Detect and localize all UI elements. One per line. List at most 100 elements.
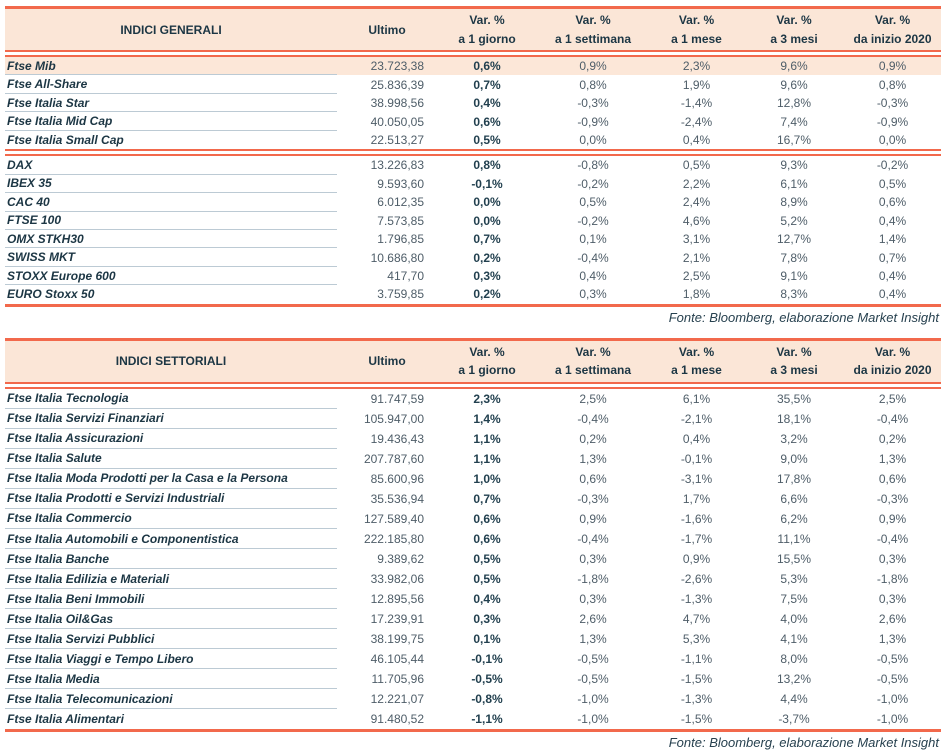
var-period: a 1 giorno: [458, 363, 516, 378]
var-1w-cell: -0,2%: [577, 176, 609, 191]
var-1m-cell: -2,1%: [680, 411, 713, 426]
var-ytd-cell: 0,9%: [878, 59, 907, 74]
index-name-cell: Ftse Italia Edilizia e Materiali: [5, 569, 337, 590]
var-1m-cell: 1,9%: [682, 77, 711, 92]
var-1d-cell: 0,4%: [473, 592, 501, 607]
index-name-cell: Ftse Mib: [5, 57, 337, 76]
var-period: a 1 settimana: [554, 31, 632, 46]
last-value-cell: 85.600,96: [370, 471, 424, 486]
var-1m-cell: 0,4%: [682, 431, 711, 446]
var-1m-cell: -1,3%: [680, 692, 713, 707]
index-name-cell: Ftse Italia Oil&Gas: [5, 609, 337, 630]
indici-generali-table: INDICI GENERALI Ultimo Var. % a 1 giorno…: [5, 6, 941, 307]
index-name-cell: Ftse Italia Assicurazioni: [5, 429, 337, 449]
var-period: da inizio 2020: [853, 363, 932, 378]
var-1m-cell: 2,1%: [682, 250, 711, 265]
indici-generali-body: Ftse Mib 23.723,38 0,6% 0,9% 2,3% 9,6% 0,9% Fts…: [5, 57, 941, 304]
var-period: a 3 mesi: [770, 31, 818, 46]
var-ytd-cell: 0,3%: [878, 552, 907, 567]
index-name-cell: DAX: [5, 156, 337, 175]
var-1m-cell: -1,6%: [680, 511, 713, 526]
column-header-ultimo: Ultimo: [368, 22, 406, 37]
last-value-cell: 105.947,00: [363, 411, 424, 426]
table-bottom-border: [5, 729, 941, 733]
var-1d-cell: 0,7%: [473, 77, 501, 92]
var-1w-cell: 0,3%: [579, 552, 607, 567]
column-header-var-1m: Var. % a 1 mese: [649, 343, 744, 380]
index-name-cell: Ftse Italia Alimentari: [7, 712, 124, 727]
var-ytd-cell: -0,2%: [876, 158, 909, 173]
last-value-cell: 38.199,75: [370, 632, 424, 647]
var-1d-cell: -0,1%: [471, 176, 503, 191]
var-1d-cell: 0,7%: [473, 491, 501, 506]
column-header-var-3m: Var. % a 3 mesi: [744, 11, 844, 48]
var-period: a 3 mesi: [770, 363, 818, 378]
var-ytd-cell: 2,5%: [878, 391, 907, 406]
table-row: Ftse Italia Assicurazioni 19.436,43 1,1% 0,…: [5, 429, 941, 449]
var-ytd-cell: 0,3%: [878, 592, 907, 607]
indici-settoriali-body: Ftse Italia Tecnologia 91.747,59 2,3% 2,5% 6…: [5, 389, 941, 730]
var-period: a 1 mese: [671, 31, 722, 46]
var-3m-cell: 6,1%: [780, 176, 808, 191]
last-value-cell: 207.787,60: [363, 451, 424, 466]
column-header-var-1w: Var. % a 1 settimana: [537, 343, 649, 380]
var-ytd-cell: 0,4%: [878, 213, 907, 228]
var-label: Var. %: [575, 344, 611, 359]
table-row: FTSE 100 7.573,85 0,0% -0,2% 4,6% 5,2% 0,4%: [5, 212, 941, 230]
var-ytd-cell: 1,3%: [878, 451, 907, 466]
var-3m-cell: 13,2%: [776, 672, 812, 687]
var-1d-cell: 0,0%: [473, 213, 501, 228]
var-3m-cell: 9,3%: [780, 158, 808, 173]
var-1m-cell: 2,5%: [682, 269, 711, 284]
var-1w-cell: 0,2%: [579, 431, 607, 446]
var-1d-cell: 0,6%: [473, 59, 501, 74]
var-ytd-cell: 0,4%: [878, 269, 907, 284]
var-1m-cell: 0,5%: [682, 158, 711, 173]
var-1d-cell: 0,5%: [473, 572, 501, 587]
table-row: Ftse Italia Edilizia e Materiali 33.982,0…: [5, 569, 941, 590]
var-1w-cell: -0,9%: [577, 114, 609, 129]
var-1d-cell: -0,8%: [471, 692, 503, 707]
index-name-cell: Ftse All-Share: [5, 75, 337, 94]
var-1m-cell: 2,2%: [682, 176, 711, 191]
var-3m-cell: 18,1%: [776, 411, 812, 426]
table-row: STOXX Europe 600 417,70 0,3% 0,4% 2,5% 9,1% 0,…: [5, 267, 941, 286]
var-3m-cell: 7,8%: [780, 250, 808, 265]
index-name-cell: Ftse Italia Telecomunicazioni: [5, 689, 337, 710]
table-row: Ftse Italia Salute 207.787,60 1,1% 1,3% -0,1…: [5, 449, 941, 469]
table-row: Ftse Italia Tecnologia 91.747,59 2,3% 2,5% 6…: [5, 389, 941, 409]
index-name-cell: Ftse Italia Mid Cap: [5, 112, 337, 131]
var-1d-cell: 0,2%: [473, 287, 501, 302]
table-row: Ftse Italia Beni Immobili 12.895,56 0,4% 0,…: [5, 589, 941, 610]
index-name-cell: FTSE 100: [5, 212, 337, 230]
index-name-cell: Ftse Italia Prodotti e Servizi Industria…: [5, 489, 337, 509]
var-3m-cell: 7,4%: [780, 114, 808, 129]
table-row: OMX STKH30 1.796,85 0,7% 0,1% 3,1% 12,7% 1,4%: [5, 230, 941, 249]
column-header-var-ytd: Var. % da inizio 2020: [844, 343, 941, 380]
var-ytd-cell: 1,4%: [878, 232, 907, 247]
var-1w-cell: 0,9%: [579, 59, 607, 74]
table-top-border: [5, 337, 941, 341]
var-period: a 1 settimana: [554, 363, 632, 378]
last-value-cell: 91.747,59: [370, 391, 424, 406]
var-3m-cell: 8,3%: [780, 287, 808, 302]
var-ytd-cell: -0,3%: [876, 96, 909, 111]
last-value-cell: 35.536,94: [370, 491, 424, 506]
last-value-cell: 10.686,80: [370, 250, 424, 265]
var-3m-cell: 9,6%: [780, 59, 808, 74]
var-3m-cell: 9,1%: [780, 269, 808, 284]
var-1d-cell: 0,7%: [473, 232, 501, 247]
index-name-cell: EURO Stoxx 50: [7, 287, 95, 302]
var-ytd-cell: -0,9%: [876, 114, 909, 129]
table-row: CAC 40 6.012,35 0,0% 0,5% 2,4% 8,9% 0,6%: [5, 193, 941, 212]
var-label: Var. %: [469, 12, 505, 27]
var-3m-cell: 11,1%: [777, 532, 811, 547]
table-row: Ftse Italia Prodotti e Servizi Industria…: [5, 489, 941, 509]
last-value-cell: 12.895,56: [370, 592, 424, 607]
var-period: da inizio 2020: [853, 31, 932, 46]
var-1d-cell: 1,0%: [473, 471, 501, 486]
var-3m-cell: 12,7%: [776, 232, 812, 247]
var-1m-cell: 1,7%: [682, 491, 711, 506]
last-value-cell: 9.389,62: [377, 552, 424, 567]
table-row: EURO Stoxx 50 3.759,85 0,2% 0,3% 1,8% 8,3% 0,4…: [5, 285, 941, 303]
